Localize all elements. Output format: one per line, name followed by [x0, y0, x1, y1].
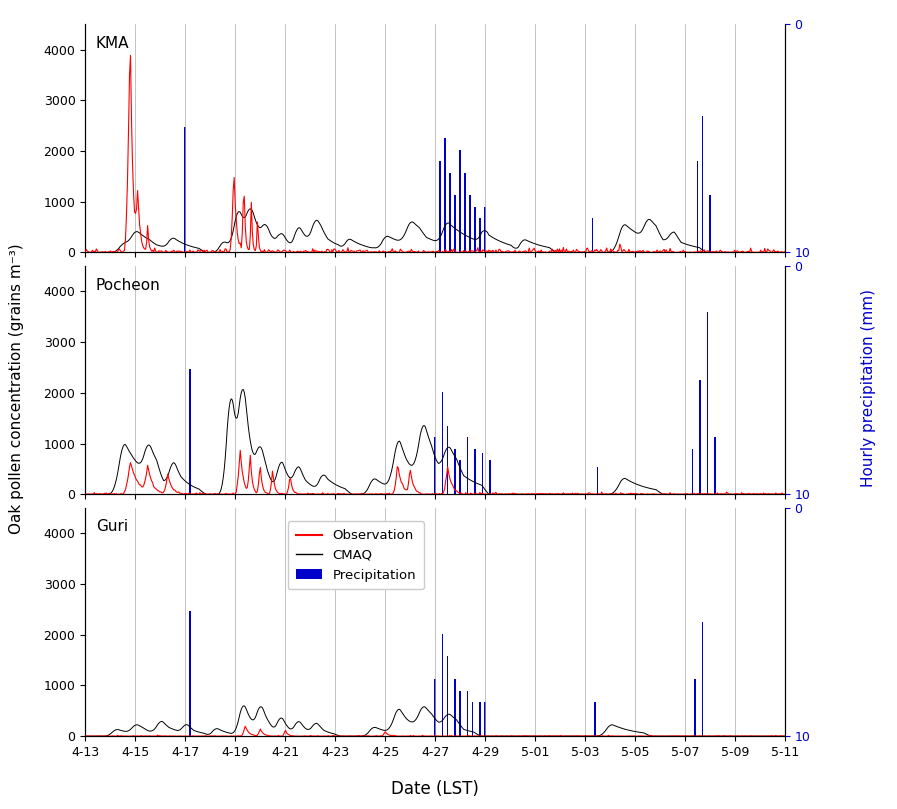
Bar [594, 702, 596, 736]
Bar [701, 622, 703, 736]
Bar [472, 702, 474, 736]
Text: Date (LST): Date (LST) [391, 780, 479, 798]
Bar [475, 449, 476, 494]
Bar [441, 633, 443, 736]
Bar [434, 438, 436, 494]
Bar [479, 702, 481, 736]
Bar [454, 196, 456, 252]
Bar [479, 218, 481, 252]
Bar [444, 138, 446, 252]
Bar [440, 161, 441, 252]
Bar [484, 207, 486, 252]
Bar [459, 150, 461, 252]
Bar [454, 449, 456, 494]
Bar [699, 380, 701, 494]
Bar [459, 691, 461, 736]
Bar [697, 161, 698, 252]
Bar [707, 311, 709, 494]
Bar [482, 453, 483, 494]
Bar [592, 218, 593, 252]
Text: Hourly precipitation (mm): Hourly precipitation (mm) [861, 290, 875, 487]
Bar [447, 426, 448, 494]
Bar [466, 438, 468, 494]
Bar [184, 127, 186, 252]
Bar [714, 438, 716, 494]
Bar [701, 116, 703, 252]
Text: Pocheon: Pocheon [96, 277, 161, 293]
Bar [441, 392, 443, 494]
Bar [189, 611, 191, 736]
Bar [449, 172, 451, 252]
Bar [466, 691, 468, 736]
Bar [692, 449, 693, 494]
Bar [709, 196, 710, 252]
Bar [464, 172, 466, 252]
Bar [189, 369, 191, 494]
Bar [459, 460, 461, 494]
Bar [484, 702, 486, 736]
Bar [454, 679, 456, 736]
Legend: Observation, CMAQ, Precipitation: Observation, CMAQ, Precipitation [288, 522, 424, 590]
Bar [597, 467, 598, 494]
Bar [447, 656, 448, 736]
Bar [434, 679, 436, 736]
Bar [694, 679, 696, 736]
Bar [469, 196, 471, 252]
Text: KMA: KMA [96, 36, 129, 51]
Text: Guri: Guri [96, 519, 128, 535]
Text: Oak pollen concentration (grains m⁻³): Oak pollen concentration (grains m⁻³) [9, 243, 23, 534]
Bar [475, 207, 476, 252]
Bar [489, 460, 491, 494]
